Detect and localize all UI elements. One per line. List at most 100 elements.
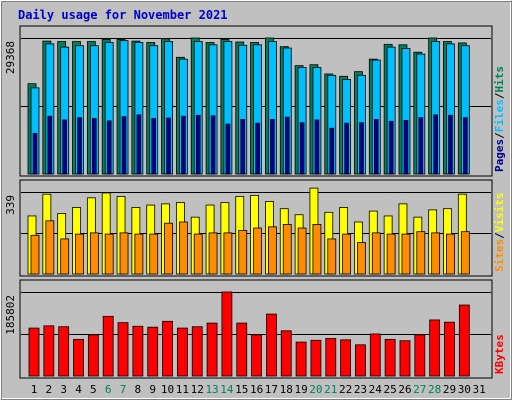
pages-bar bbox=[136, 114, 142, 175]
pages-bar bbox=[299, 122, 305, 175]
sites-bar bbox=[45, 220, 55, 275]
legend-entry: Visits bbox=[493, 193, 506, 233]
x-tick-label: 29 bbox=[443, 383, 456, 396]
sites-bar bbox=[416, 231, 426, 275]
kbytes-bar bbox=[340, 339, 352, 377]
pages-bar bbox=[166, 117, 171, 175]
pages-bar bbox=[403, 119, 409, 175]
kbytes-bar bbox=[117, 322, 129, 377]
x-tick-label: 10 bbox=[161, 383, 174, 396]
sites-bar bbox=[119, 232, 129, 275]
x-tick-label: 24 bbox=[369, 383, 383, 396]
sites-bar bbox=[149, 233, 159, 275]
sites-bar bbox=[460, 231, 470, 275]
kbytes-bar bbox=[399, 340, 411, 377]
x-tick-label: 16 bbox=[250, 383, 263, 396]
sites-bar bbox=[60, 238, 70, 275]
kbytes-bar bbox=[236, 322, 248, 377]
sites-bar bbox=[371, 232, 381, 275]
chart-panels: 29368Pages/Files/Hits339Sites/Visits1858… bbox=[4, 25, 506, 379]
x-tick-label: 27 bbox=[413, 383, 426, 396]
kbytes-bar bbox=[58, 326, 70, 377]
sites-bar bbox=[208, 232, 218, 275]
sites-bar bbox=[431, 232, 441, 275]
pages-bar bbox=[225, 123, 231, 175]
pages-bar bbox=[448, 114, 453, 175]
pages-bar bbox=[359, 122, 364, 175]
x-tick-label: 25 bbox=[384, 383, 397, 396]
x-tick-label: 11 bbox=[176, 383, 189, 396]
legend-kbytes: KBytes bbox=[493, 334, 506, 374]
kbytes-bar bbox=[73, 338, 84, 377]
pages-bar bbox=[388, 120, 394, 175]
kbytes-bar bbox=[280, 330, 292, 377]
x-tick-label: 14 bbox=[220, 383, 234, 396]
y-max-label: 339 bbox=[4, 195, 17, 215]
chart-title: Daily usage for November 2021 bbox=[18, 8, 228, 22]
x-tick-label: 12 bbox=[191, 383, 204, 396]
sites-bar bbox=[253, 227, 262, 275]
kbytes-bar bbox=[429, 319, 441, 377]
x-tick-label: 8 bbox=[135, 383, 142, 396]
pages-bar bbox=[463, 117, 468, 175]
pages-bar bbox=[240, 119, 246, 175]
pages-bar bbox=[32, 132, 38, 175]
sites-bar bbox=[238, 230, 248, 275]
sites-bar bbox=[164, 222, 173, 275]
pages-bar bbox=[77, 117, 82, 175]
kbytes-bar bbox=[162, 320, 173, 377]
kbytes-bar bbox=[369, 333, 381, 377]
panel-visits-sites: 339 Sites/Visits bbox=[4, 179, 506, 277]
kbytes-bar bbox=[28, 327, 40, 377]
kbytes-bar bbox=[102, 315, 114, 377]
sites-bar bbox=[268, 226, 277, 275]
x-tick-label: 22 bbox=[339, 383, 352, 396]
kbytes-bar bbox=[191, 326, 203, 377]
kbytes-bar bbox=[295, 341, 307, 377]
legend-entry: / bbox=[493, 92, 506, 99]
kbytes-bar bbox=[310, 339, 322, 377]
sites-bar bbox=[193, 233, 203, 275]
x-tick-label: 5 bbox=[90, 383, 97, 396]
kbytes-bar bbox=[206, 322, 218, 377]
pages-bar bbox=[255, 122, 260, 175]
pages-bar bbox=[373, 119, 379, 175]
sites-bar bbox=[297, 227, 307, 275]
sites-bar bbox=[134, 233, 144, 275]
legend-entry: Sites bbox=[493, 239, 506, 272]
legend-hits-files-pages: Pages/Files/Hits bbox=[493, 66, 506, 172]
kbytes-bar bbox=[266, 313, 277, 377]
x-tick-label: 15 bbox=[235, 383, 248, 396]
panel-kbytes: 185802 KBytes bbox=[4, 279, 506, 379]
sites-bar bbox=[89, 232, 99, 275]
pages-bar bbox=[433, 114, 438, 175]
kbytes-bar bbox=[176, 327, 188, 377]
kbytes-bar bbox=[325, 338, 337, 377]
x-tick-label: 17 bbox=[265, 383, 278, 396]
pages-bar bbox=[151, 118, 157, 175]
kbytes-bar bbox=[147, 326, 159, 377]
sites-bar bbox=[223, 232, 233, 275]
sites-bar bbox=[104, 233, 114, 275]
legend-visits-sites: Sites/Visits bbox=[493, 193, 506, 273]
pages-bar bbox=[106, 120, 112, 175]
kbytes-bar bbox=[251, 334, 262, 377]
x-tick-label: 13 bbox=[205, 383, 218, 396]
sites-bar bbox=[75, 233, 84, 275]
x-axis-labels: 1 2 3 4 5 6 7 8 9 10 11 12 13 14 15 16 17 18 19 20 21 22 23 24 2… bbox=[31, 383, 486, 396]
sites-bar bbox=[178, 221, 188, 275]
sites-bar bbox=[357, 242, 366, 275]
x-tick-label: 2 bbox=[46, 383, 53, 396]
pages-bar bbox=[181, 115, 186, 175]
x-tick-label: 21 bbox=[324, 383, 337, 396]
pages-bar bbox=[47, 115, 53, 175]
x-tick-label: 7 bbox=[120, 383, 127, 396]
kbytes-bar bbox=[444, 321, 455, 377]
sites-bar bbox=[386, 233, 396, 275]
sites-bar bbox=[327, 238, 337, 275]
sites-bar bbox=[282, 224, 292, 275]
pages-bar bbox=[314, 119, 320, 175]
